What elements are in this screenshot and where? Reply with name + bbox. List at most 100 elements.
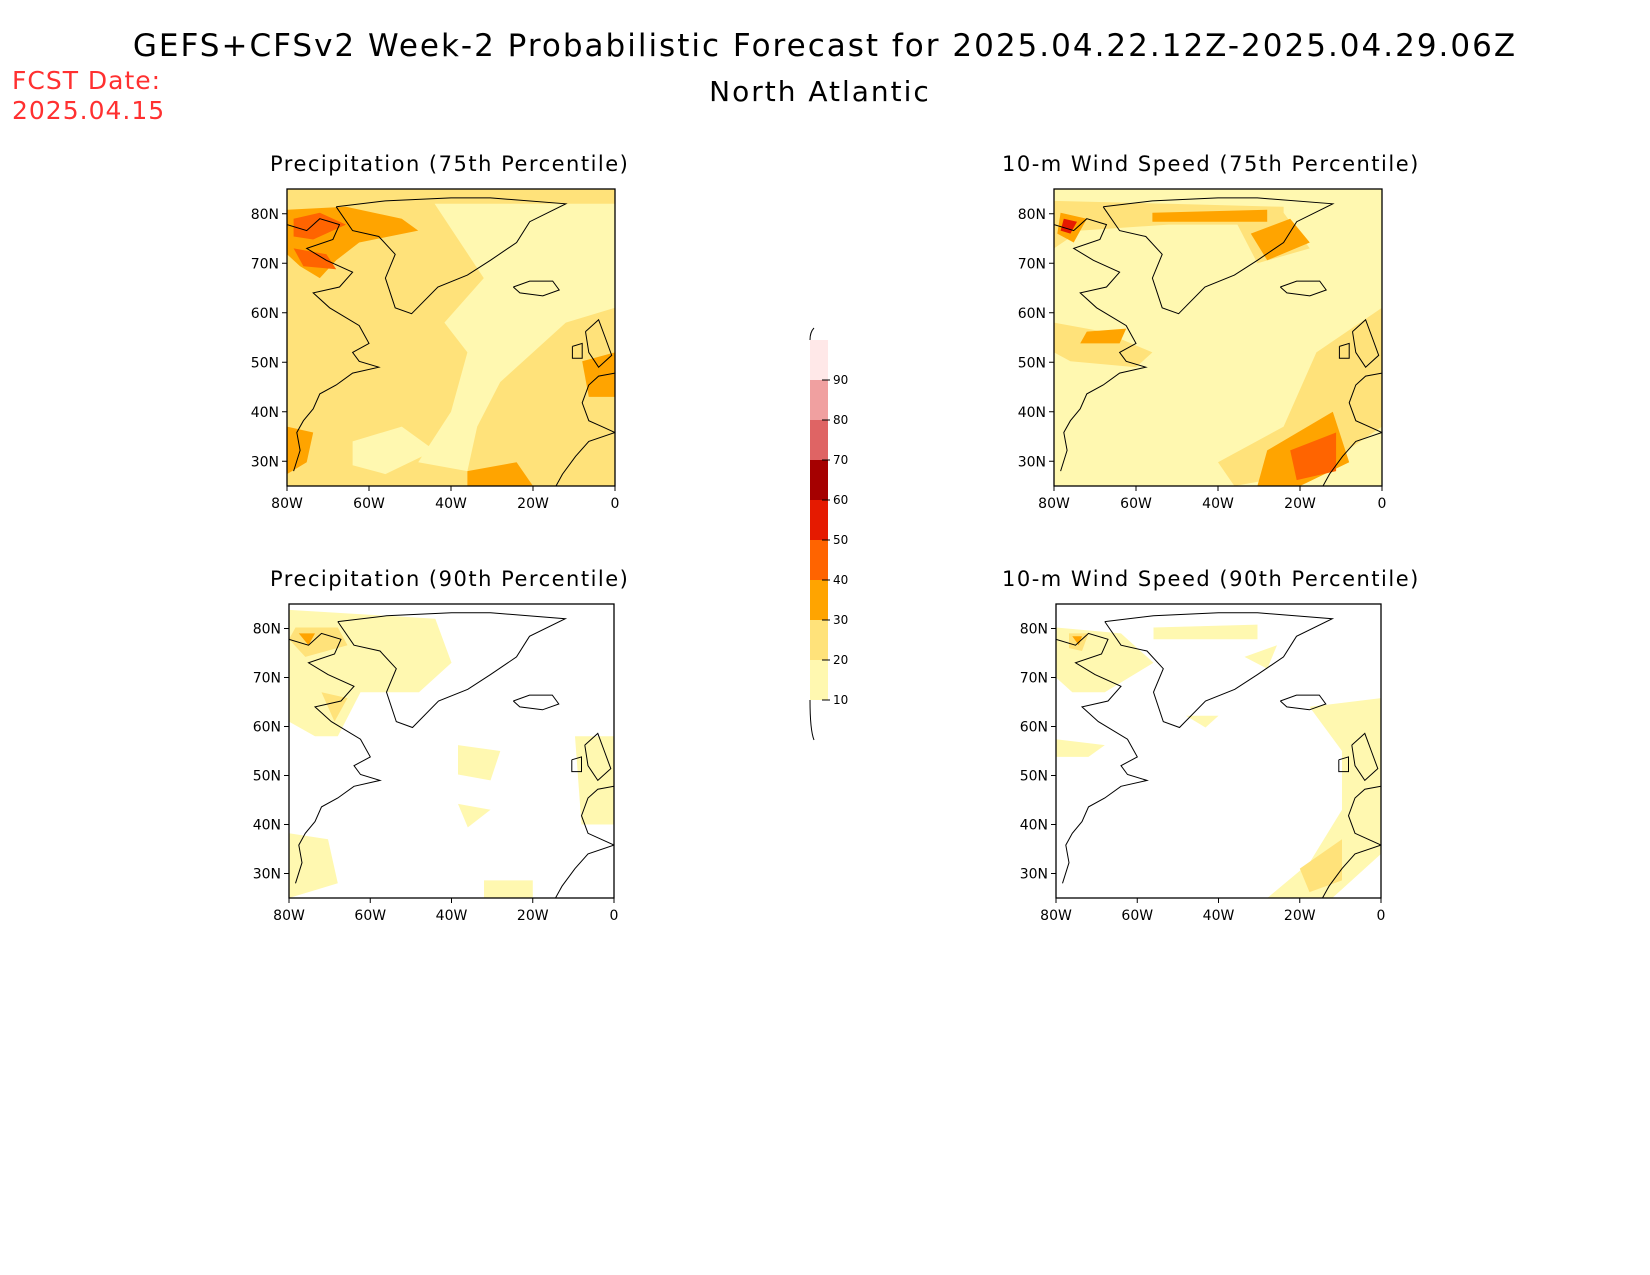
coastline: [1347, 785, 1381, 846]
lon-label: 40W: [1202, 496, 1234, 512]
panel-title-wind-90: 10-m Wind Speed (90th Percentile): [1002, 567, 1420, 591]
forecast-date-label: FCST Date:: [12, 66, 162, 95]
colorbar-swatch: [810, 340, 828, 380]
panel-title-precip-90: Precipitation (90th Percentile): [270, 567, 630, 591]
coastline: [335, 197, 568, 315]
coastline: [571, 342, 583, 359]
colorbar-label: 70: [833, 453, 848, 467]
lat-label: 60N: [1018, 306, 1046, 322]
lat-label: 60N: [251, 306, 279, 322]
panel-title-wind-75: 10-m Wind Speed (75th Percentile): [1002, 152, 1420, 176]
lon-label: 80W: [1038, 496, 1070, 512]
lat-label: 40N: [253, 818, 281, 834]
colorbar-label: 80: [833, 413, 848, 427]
coastline: [1348, 372, 1382, 433]
lat-label: 80N: [1018, 207, 1046, 223]
lat-label: 40N: [1020, 818, 1048, 834]
shaded-region: [1060, 218, 1077, 234]
lat-label: 30N: [1020, 867, 1048, 883]
coastline: [1054, 218, 1148, 472]
shaded-region: [418, 203, 615, 472]
coastline: [581, 372, 615, 433]
colorbar-swatch: [810, 500, 828, 540]
colorbar-label: 60: [833, 493, 848, 507]
lat-label: 50N: [1020, 769, 1048, 785]
lon-label: 20W: [517, 908, 549, 924]
lat-label: 50N: [1018, 355, 1046, 371]
lat-label: 60N: [1020, 720, 1048, 736]
colorbar-label: 20: [833, 653, 848, 667]
lat-label: 60N: [253, 720, 281, 736]
lat-label: 40N: [251, 405, 279, 421]
shaded-region: [467, 462, 533, 486]
colorbar-swatch: [810, 540, 828, 580]
forecast-date: FCST Date: 2025.04.15: [12, 66, 165, 126]
shaded-region: [1153, 624, 1258, 640]
lat-label: 80N: [251, 207, 279, 223]
shaded-region: [293, 212, 346, 240]
coastline: [1351, 732, 1379, 782]
lon-label: 40W: [436, 908, 468, 924]
coastline: [555, 844, 614, 898]
coastline: [1338, 756, 1349, 773]
shaded-region: [1056, 739, 1105, 757]
coastline: [1352, 318, 1380, 368]
lat-label: 70N: [1020, 671, 1048, 687]
colorbar-swatch: [810, 460, 828, 500]
colorbar-label: 30: [833, 613, 848, 627]
shaded-region: [1290, 432, 1337, 481]
coastline: [571, 756, 582, 773]
shaded-region: [352, 426, 435, 475]
coastline: [1338, 342, 1350, 359]
region-subtitle: North Atlantic: [709, 75, 931, 108]
shaded-region: [321, 692, 348, 722]
lon-label: 0: [1377, 908, 1386, 924]
colorbar-label: 10: [833, 693, 848, 707]
coastline: [1279, 280, 1327, 297]
coastline: [1102, 197, 1335, 315]
lon-label: 60W: [353, 496, 385, 512]
coastline: [1322, 432, 1382, 486]
colorbar-swatch: [810, 420, 828, 460]
shaded-region: [1054, 322, 1153, 368]
lat-label: 40N: [1018, 405, 1046, 421]
colorbar: 10 20 30 40 50 60 70 80 90: [809, 327, 848, 741]
lon-label: 40W: [435, 496, 467, 512]
lat-label: 50N: [251, 355, 279, 371]
lon-label: 60W: [1120, 496, 1152, 512]
lat-label: 80N: [253, 622, 281, 638]
colorbar-label: 90: [833, 373, 848, 387]
lat-label: 70N: [251, 256, 279, 272]
lon-label: 80W: [1040, 908, 1072, 924]
shaded-region: [1186, 715, 1219, 728]
forecast-date-value: 2025.04.15: [12, 96, 166, 125]
lon-label: 0: [611, 496, 620, 512]
lat-label: 50N: [253, 769, 281, 785]
shaded-region: [575, 736, 614, 825]
lon-label: 40W: [1203, 908, 1235, 924]
shaded-region: [1152, 209, 1268, 222]
lat-label: 80N: [1020, 622, 1048, 638]
coastline: [584, 732, 612, 782]
shaded-region: [1250, 218, 1310, 261]
colorbar-swatch: [810, 380, 828, 420]
lat-label: 30N: [1018, 454, 1046, 470]
coastline: [585, 318, 613, 368]
lon-label: 0: [610, 908, 619, 924]
lat-label: 70N: [1018, 256, 1046, 272]
lon-label: 80W: [273, 908, 305, 924]
lat-label: 30N: [253, 867, 281, 883]
shaded-region: [458, 745, 501, 781]
lat-label: 70N: [253, 671, 281, 687]
colorbar-swatch: [810, 660, 828, 700]
coastline: [1104, 612, 1335, 729]
lon-label: 20W: [517, 496, 549, 512]
shaded-region: [1244, 645, 1277, 669]
coastline: [287, 218, 381, 472]
lon-label: 20W: [1284, 908, 1316, 924]
shaded-region: [484, 880, 533, 898]
shaded-region: [298, 633, 315, 646]
